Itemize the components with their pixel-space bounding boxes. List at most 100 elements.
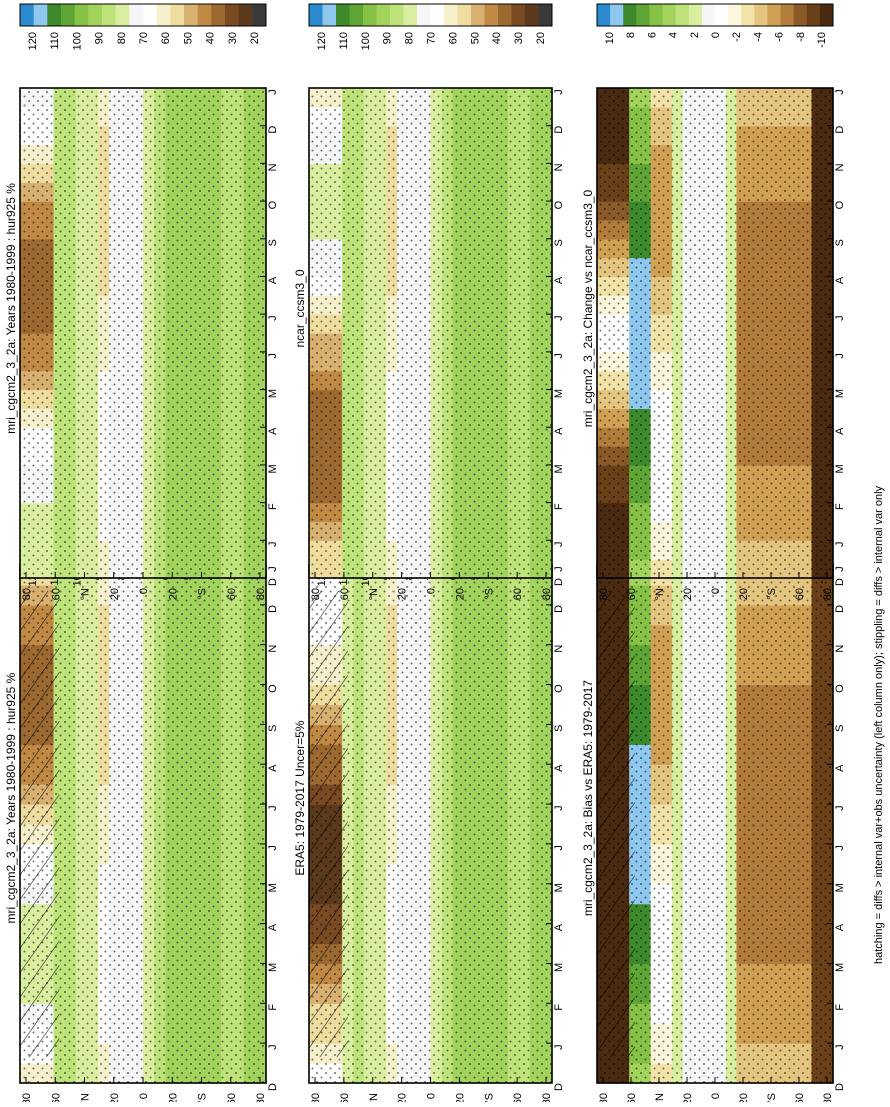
y-tick-label: 60: [339, 588, 351, 600]
y-tick-label: 60: [626, 588, 638, 600]
y-tick-label: 60: [50, 588, 62, 600]
colorbar-label: 70: [426, 32, 438, 44]
panel-title: ncar_ccsm3_0: [293, 269, 307, 347]
y-tick-label: 20: [397, 588, 409, 600]
x-tick-label: M: [267, 389, 279, 398]
colorbar-label: 50: [182, 32, 194, 44]
y-tick-label: 0: [710, 1093, 722, 1099]
colorbar-label: 20: [535, 32, 547, 44]
colorbar-segment: [129, 4, 144, 26]
y-tick-label: 60: [50, 1093, 62, 1102]
colorbar-segment: [715, 4, 729, 26]
x-tick-label: S: [553, 725, 565, 732]
x-tick-label: J: [553, 1044, 565, 1050]
x-tick-label: J: [834, 566, 846, 572]
y-tick-label: 80: [541, 588, 553, 600]
colorbar-segment: [728, 4, 742, 26]
x-tick-label: M: [553, 464, 565, 473]
colorbar-segment: [252, 4, 267, 26]
colorbar-segment: [197, 4, 212, 26]
colorbar-segment: [115, 4, 130, 26]
x-tick-label: O: [267, 684, 279, 693]
y-tick-label: °N: [80, 1093, 92, 1102]
colorbar-label: 120: [27, 32, 39, 50]
x-tick-label: J: [553, 845, 565, 851]
x-tick-label: A: [553, 276, 565, 284]
x-tick-label: D: [834, 126, 846, 134]
x-tick-label: S: [553, 239, 565, 246]
colorbar-segment: [484, 4, 499, 26]
x-tick-label: A: [267, 923, 279, 931]
colorbar-segment: [170, 4, 185, 26]
y-tick-label: 60: [226, 1093, 238, 1102]
y-tick-label: 80: [822, 588, 834, 600]
y-tick-label: 0: [710, 588, 722, 594]
colorbar-segment: [662, 4, 677, 26]
x-tick-label: J: [267, 353, 279, 359]
y-tick-label: 80: [21, 1093, 33, 1102]
x-tick-label: J: [553, 542, 565, 548]
y-tick-label: 20: [109, 588, 121, 600]
colorbar-segment: [184, 4, 199, 26]
x-tick-label: A: [553, 764, 565, 772]
y-tick-label: 20: [454, 1093, 466, 1102]
x-tick-label: N: [267, 163, 279, 171]
colorbar-segment: [33, 4, 48, 26]
colorbar-segment: [793, 4, 808, 26]
colorbar-label: 4: [668, 32, 680, 38]
x-tick-label: O: [834, 684, 846, 693]
y-tick-label: °S: [483, 1093, 495, 1102]
x-tick-label: J: [553, 566, 565, 572]
x-tick-label: M: [553, 963, 565, 972]
colorbar-segment: [471, 4, 485, 26]
y-tick-label: 60: [512, 1093, 524, 1102]
x-tick-label: M: [834, 883, 846, 892]
x-tick-label: M: [834, 963, 846, 972]
colorbar-segment: [143, 4, 158, 26]
colorbar-segment: [623, 4, 637, 26]
colorbar-label: -10: [816, 32, 828, 48]
x-tick-label: J: [834, 353, 846, 359]
y-tick-label: 80: [255, 1093, 267, 1102]
colorbar-label: 90: [94, 32, 106, 44]
colorbar-segment: [47, 4, 62, 26]
x-tick-label: N: [834, 645, 846, 653]
colorbar-label: 6: [646, 32, 658, 38]
stippling-overlay: [20, 565, 266, 1083]
x-tick-label: F: [267, 1004, 279, 1011]
colorbar-segment: [336, 4, 350, 26]
colorbar-frame: [596, 3, 834, 27]
colorbar-label: -6: [774, 32, 786, 42]
colorbar-segment: [597, 4, 611, 26]
x-tick-label: J: [834, 845, 846, 851]
colorbar-segment: [610, 4, 624, 26]
x-tick-label: J: [267, 566, 279, 572]
colorbar-segment: [309, 4, 323, 26]
colorbar-label: -4: [752, 32, 764, 42]
x-tick-label: F: [267, 503, 279, 510]
colorbar-label: 50: [469, 32, 481, 44]
y-tick-label: 20: [738, 588, 750, 600]
colorbar-segment: [363, 4, 377, 26]
y-tick-label: 60: [512, 588, 524, 600]
y-tick-label: 80: [598, 588, 610, 600]
colorbar-segment: [754, 4, 768, 26]
panel-title: mri_cgcm2_3_2a: Years 1980-1999 : hur925…: [4, 672, 18, 923]
x-tick-label: M: [267, 464, 279, 473]
y-tick-label: 20: [167, 1093, 179, 1102]
panel-title: mri_cgcm2_3_2a: Change vs ncar_ccsm3_0: [581, 189, 595, 427]
colorbar-segment: [102, 4, 117, 26]
colorbar-segment: [88, 4, 103, 26]
y-tick-label: 60: [339, 1093, 351, 1102]
y-tick-label: 80: [310, 588, 322, 600]
x-tick-label: A: [834, 923, 846, 931]
colorbar-segment: [376, 4, 391, 26]
x-tick-label: D: [553, 605, 565, 613]
x-tick-label: D: [834, 578, 846, 586]
y-tick-label: °S: [766, 1093, 778, 1102]
x-tick-label: A: [267, 427, 279, 435]
colorbar-segment: [636, 4, 650, 26]
y-tick-label: 20: [397, 1093, 409, 1102]
y-tick-label: 20: [682, 588, 694, 600]
